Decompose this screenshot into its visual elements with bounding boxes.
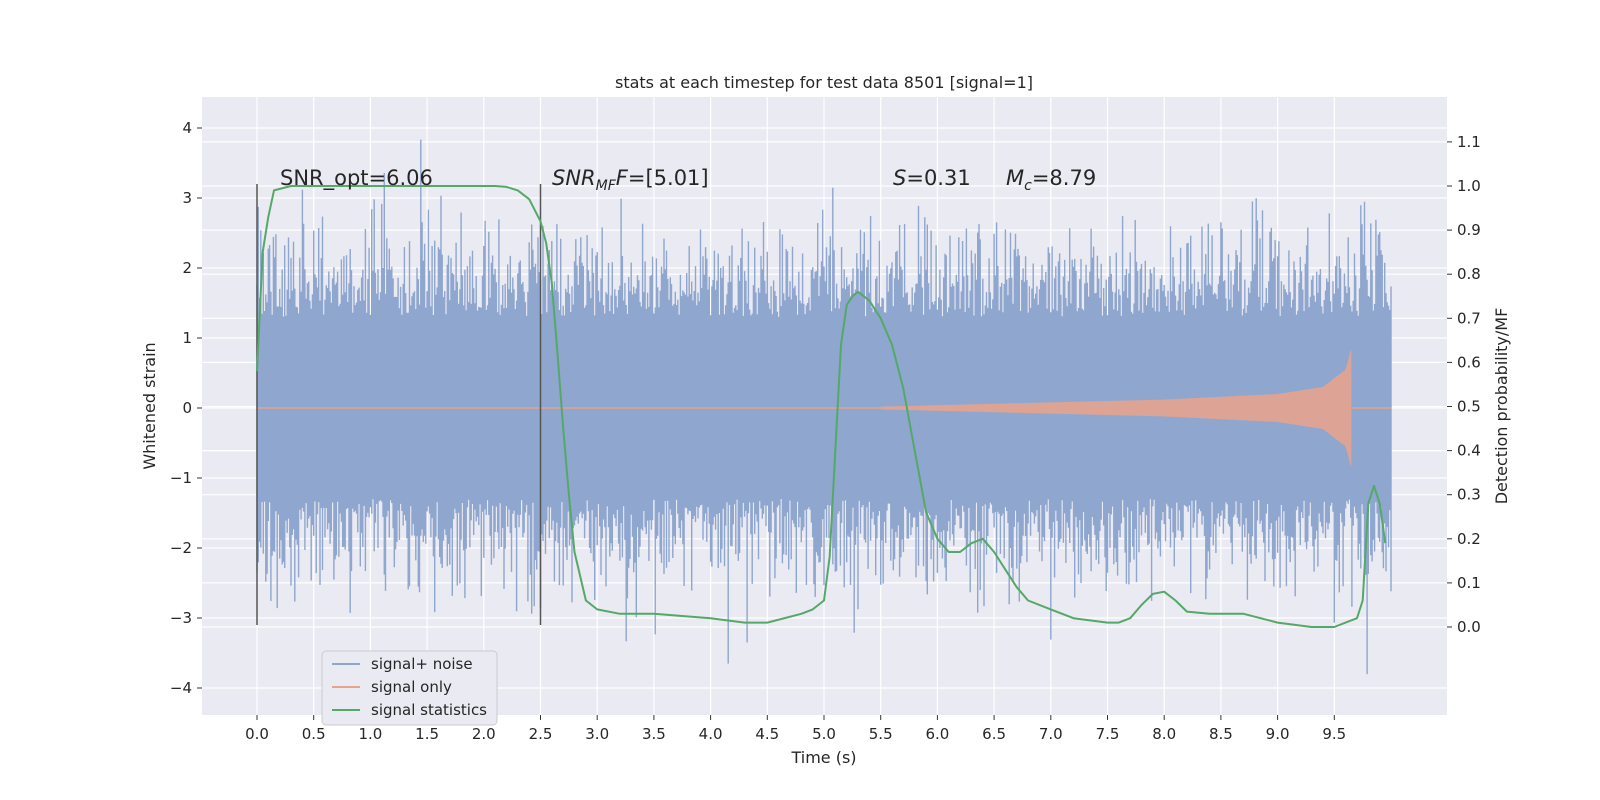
- x-tick-label: 1.0: [358, 725, 382, 743]
- y-left-axis-label: Whitened strain: [140, 342, 159, 469]
- y-right-tick-label: 0.8: [1457, 265, 1481, 283]
- y-left-axis-ticks: 4 3 2 1 0 −1 −2 −3 −4: [170, 119, 202, 697]
- x-tick-label: 8.5: [1209, 725, 1233, 743]
- y-left-tick-label: 4: [182, 119, 192, 137]
- legend: signal+ noise signal only signal statist…: [321, 650, 498, 726]
- y-right-tick-label: 1.0: [1457, 177, 1481, 195]
- series-signal-statistics: [256, 185, 1387, 628]
- s-symbol: S: [893, 166, 906, 190]
- y-left-tick-label: −3: [170, 609, 192, 627]
- y-left-tick-label: 1: [182, 329, 192, 347]
- y-left-tick-label: 3: [182, 189, 192, 207]
- x-tick-label: 5.0: [812, 725, 836, 743]
- x-tick-label: 6.0: [925, 725, 949, 743]
- vertical-markers: [256, 184, 542, 625]
- y-left-tick-label: −4: [170, 679, 192, 697]
- snr-mf-value: =[5.01]: [628, 166, 709, 190]
- y-right-tick-label: 0.9: [1457, 221, 1481, 239]
- mc-symbol: M: [1006, 166, 1024, 190]
- annotation-snr-mf: SNRMFF=[5.01]: [552, 166, 709, 194]
- legend-label-signal-only: signal only: [371, 678, 452, 696]
- x-tick-label: 7.5: [1096, 725, 1120, 743]
- mc-sub: c: [1024, 178, 1032, 194]
- x-tick-label: 8.0: [1152, 725, 1176, 743]
- snr-mf-sub: MF: [596, 178, 617, 194]
- x-tick-label: 3.5: [642, 725, 666, 743]
- y-right-axis-ticks: 1.1 1.0 0.9 0.8 0.7 0.6 0.5 0.4 0.3 0.2 0.1 0.0: [1447, 133, 1481, 636]
- y-right-tick-label: 0.2: [1457, 530, 1481, 548]
- x-tick-label: 1.5: [415, 725, 439, 743]
- s-value: =0.31: [906, 166, 970, 190]
- y-left-tick-label: −2: [170, 539, 192, 557]
- x-tick-label: 0.5: [302, 725, 326, 743]
- annotation-s: S=0.31: [893, 166, 971, 190]
- x-tick-label: 4.0: [699, 725, 723, 743]
- y-right-tick-label: 0.4: [1457, 442, 1481, 460]
- x-tick-label: 0.0: [245, 725, 269, 743]
- x-tick-label: 6.5: [982, 725, 1006, 743]
- x-tick-label: 2.0: [472, 725, 496, 743]
- y-right-tick-label: 0.7: [1457, 309, 1481, 327]
- snr-mf-main: SNR: [552, 166, 596, 190]
- chart-title: stats at each timestep for test data 850…: [615, 73, 1033, 92]
- x-tick-label: 3.0: [585, 725, 609, 743]
- legend-label-signal-plus-noise: signal+ noise: [371, 655, 473, 673]
- signal-statistics-line: [256, 185, 1387, 628]
- x-tick-label: 2.5: [529, 725, 553, 743]
- annotation-snr-opt: SNR_opt=6.06: [280, 166, 433, 191]
- snr-mf-italic: F: [616, 166, 629, 190]
- y-left-tick-label: 0: [182, 399, 192, 417]
- x-tick-label: 7.0: [1039, 725, 1063, 743]
- x-tick-label: 5.5: [869, 725, 893, 743]
- series-signal-only: [257, 348, 1391, 468]
- signal-only-envelope: [880, 348, 1352, 468]
- x-axis-ticks: 0.0 0.5 1.0 1.5 2.0 2.5 3.0 3.5 4.0 4.5 5.0 5.5 6.0 6…: [245, 715, 1346, 743]
- annotation-mc: Mc=8.79: [1006, 166, 1096, 194]
- y-right-axis-label: Detection probability/MF: [1492, 308, 1511, 505]
- y-right-tick-label: 1.1: [1457, 133, 1481, 151]
- x-tick-label: 9.0: [1266, 725, 1290, 743]
- x-tick-label: 9.5: [1322, 725, 1346, 743]
- y-right-tick-label: 0.3: [1457, 486, 1481, 504]
- mc-value: =8.79: [1032, 166, 1096, 190]
- y-right-tick-label: 0.5: [1457, 398, 1481, 416]
- x-axis-label: Time (s): [790, 748, 856, 767]
- y-right-tick-label: 0.1: [1457, 574, 1481, 592]
- y-right-tick-label: 0.6: [1457, 353, 1481, 371]
- y-left-tick-label: −1: [170, 469, 192, 487]
- legend-box: [321, 650, 498, 726]
- legend-label-signal-statistics: signal statistics: [371, 701, 487, 719]
- x-tick-label: 4.5: [755, 725, 779, 743]
- y-right-tick-label: 0.0: [1457, 618, 1481, 636]
- y-left-tick-label: 2: [182, 259, 192, 277]
